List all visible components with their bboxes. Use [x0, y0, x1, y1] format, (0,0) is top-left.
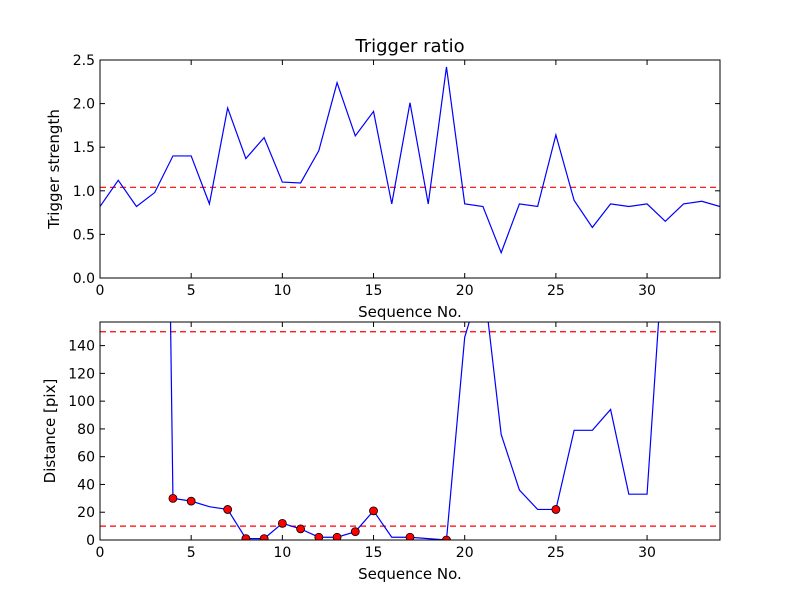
y-tick-label: 0.0 — [73, 271, 95, 287]
marker-points — [168, 493, 561, 540]
y-tick-label: 140 — [68, 339, 95, 355]
x-axis-label: Sequence No. — [358, 565, 462, 583]
x-tick-label: 15 — [365, 545, 383, 561]
trigger-ratio-chart: Trigger ratio 0 5 10 15 20 25 30 0.0 0.5 1.0 1.5 2… — [45, 36, 721, 321]
data-point — [277, 518, 287, 528]
data-point — [296, 524, 305, 534]
series-line — [100, 66, 720, 255]
y-axis-ticks: 0.0 0.5 1.0 1.5 2.0 2.5 — [73, 53, 720, 287]
x-tick-label: 30 — [638, 283, 656, 299]
x-tick-label: 20 — [456, 283, 474, 299]
x-tick-label: 5 — [187, 545, 196, 561]
y-tick-label: 1.0 — [73, 184, 95, 200]
distance-chart: 0 5 10 15 20 25 30 0 20 40 60 80 100 120 140 Sequence… — [41, 321, 721, 583]
x-tick-label: 25 — [547, 545, 565, 561]
chart-title: Trigger ratio — [354, 36, 464, 57]
x-tick-label: 10 — [273, 283, 291, 299]
data-point — [241, 534, 251, 540]
x-tick-label: 20 — [456, 545, 474, 561]
y-tick-label: 60 — [77, 450, 95, 466]
plot-frame — [99, 59, 721, 279]
x-tick-label: 30 — [638, 545, 656, 561]
y-tick-label: 1.5 — [73, 140, 95, 156]
data-point — [332, 532, 342, 540]
data-point — [551, 505, 561, 514]
data-point — [186, 496, 196, 506]
y-tick-label: 100 — [68, 394, 95, 410]
x-tick-label: 10 — [273, 545, 291, 561]
data-point — [259, 534, 269, 540]
data-point — [314, 532, 324, 540]
x-axis-ticks: 0 5 10 15 20 25 30 — [96, 322, 656, 561]
y-axis-ticks: 0 20 40 60 80 100 120 140 — [68, 339, 720, 549]
data-point — [405, 532, 415, 540]
x-axis-ticks: 0 5 10 15 20 25 30 — [96, 60, 656, 299]
data-point — [442, 535, 451, 540]
y-tick-label: 120 — [68, 366, 95, 382]
series-line — [169, 322, 660, 540]
y-tick-label: 80 — [77, 422, 95, 438]
y-tick-label: 0 — [86, 533, 95, 549]
x-axis-label: Sequence No. — [358, 303, 462, 321]
y-tick-label: 40 — [77, 477, 95, 493]
x-tick-label: 5 — [187, 283, 196, 299]
x-tick-label: 0 — [96, 283, 105, 299]
x-tick-label: 25 — [547, 283, 565, 299]
data-point — [168, 493, 178, 503]
series-lines — [100, 66, 720, 255]
plot-frame — [99, 321, 721, 541]
y-tick-label: 2.0 — [73, 97, 95, 113]
data-point — [350, 527, 360, 537]
y-tick-label: 20 — [77, 505, 95, 521]
y-tick-label: 0.5 — [73, 227, 95, 243]
y-tick-label: 2.5 — [73, 53, 95, 69]
threshold-lines — [100, 331, 720, 527]
x-tick-label: 0 — [96, 545, 105, 561]
y-axis-label: Distance [pix] — [41, 379, 59, 484]
data-point — [223, 505, 233, 514]
series-lines — [169, 322, 660, 540]
x-tick-label: 15 — [365, 283, 383, 299]
y-axis-label: Trigger strength — [45, 109, 63, 230]
data-point — [369, 506, 378, 516]
